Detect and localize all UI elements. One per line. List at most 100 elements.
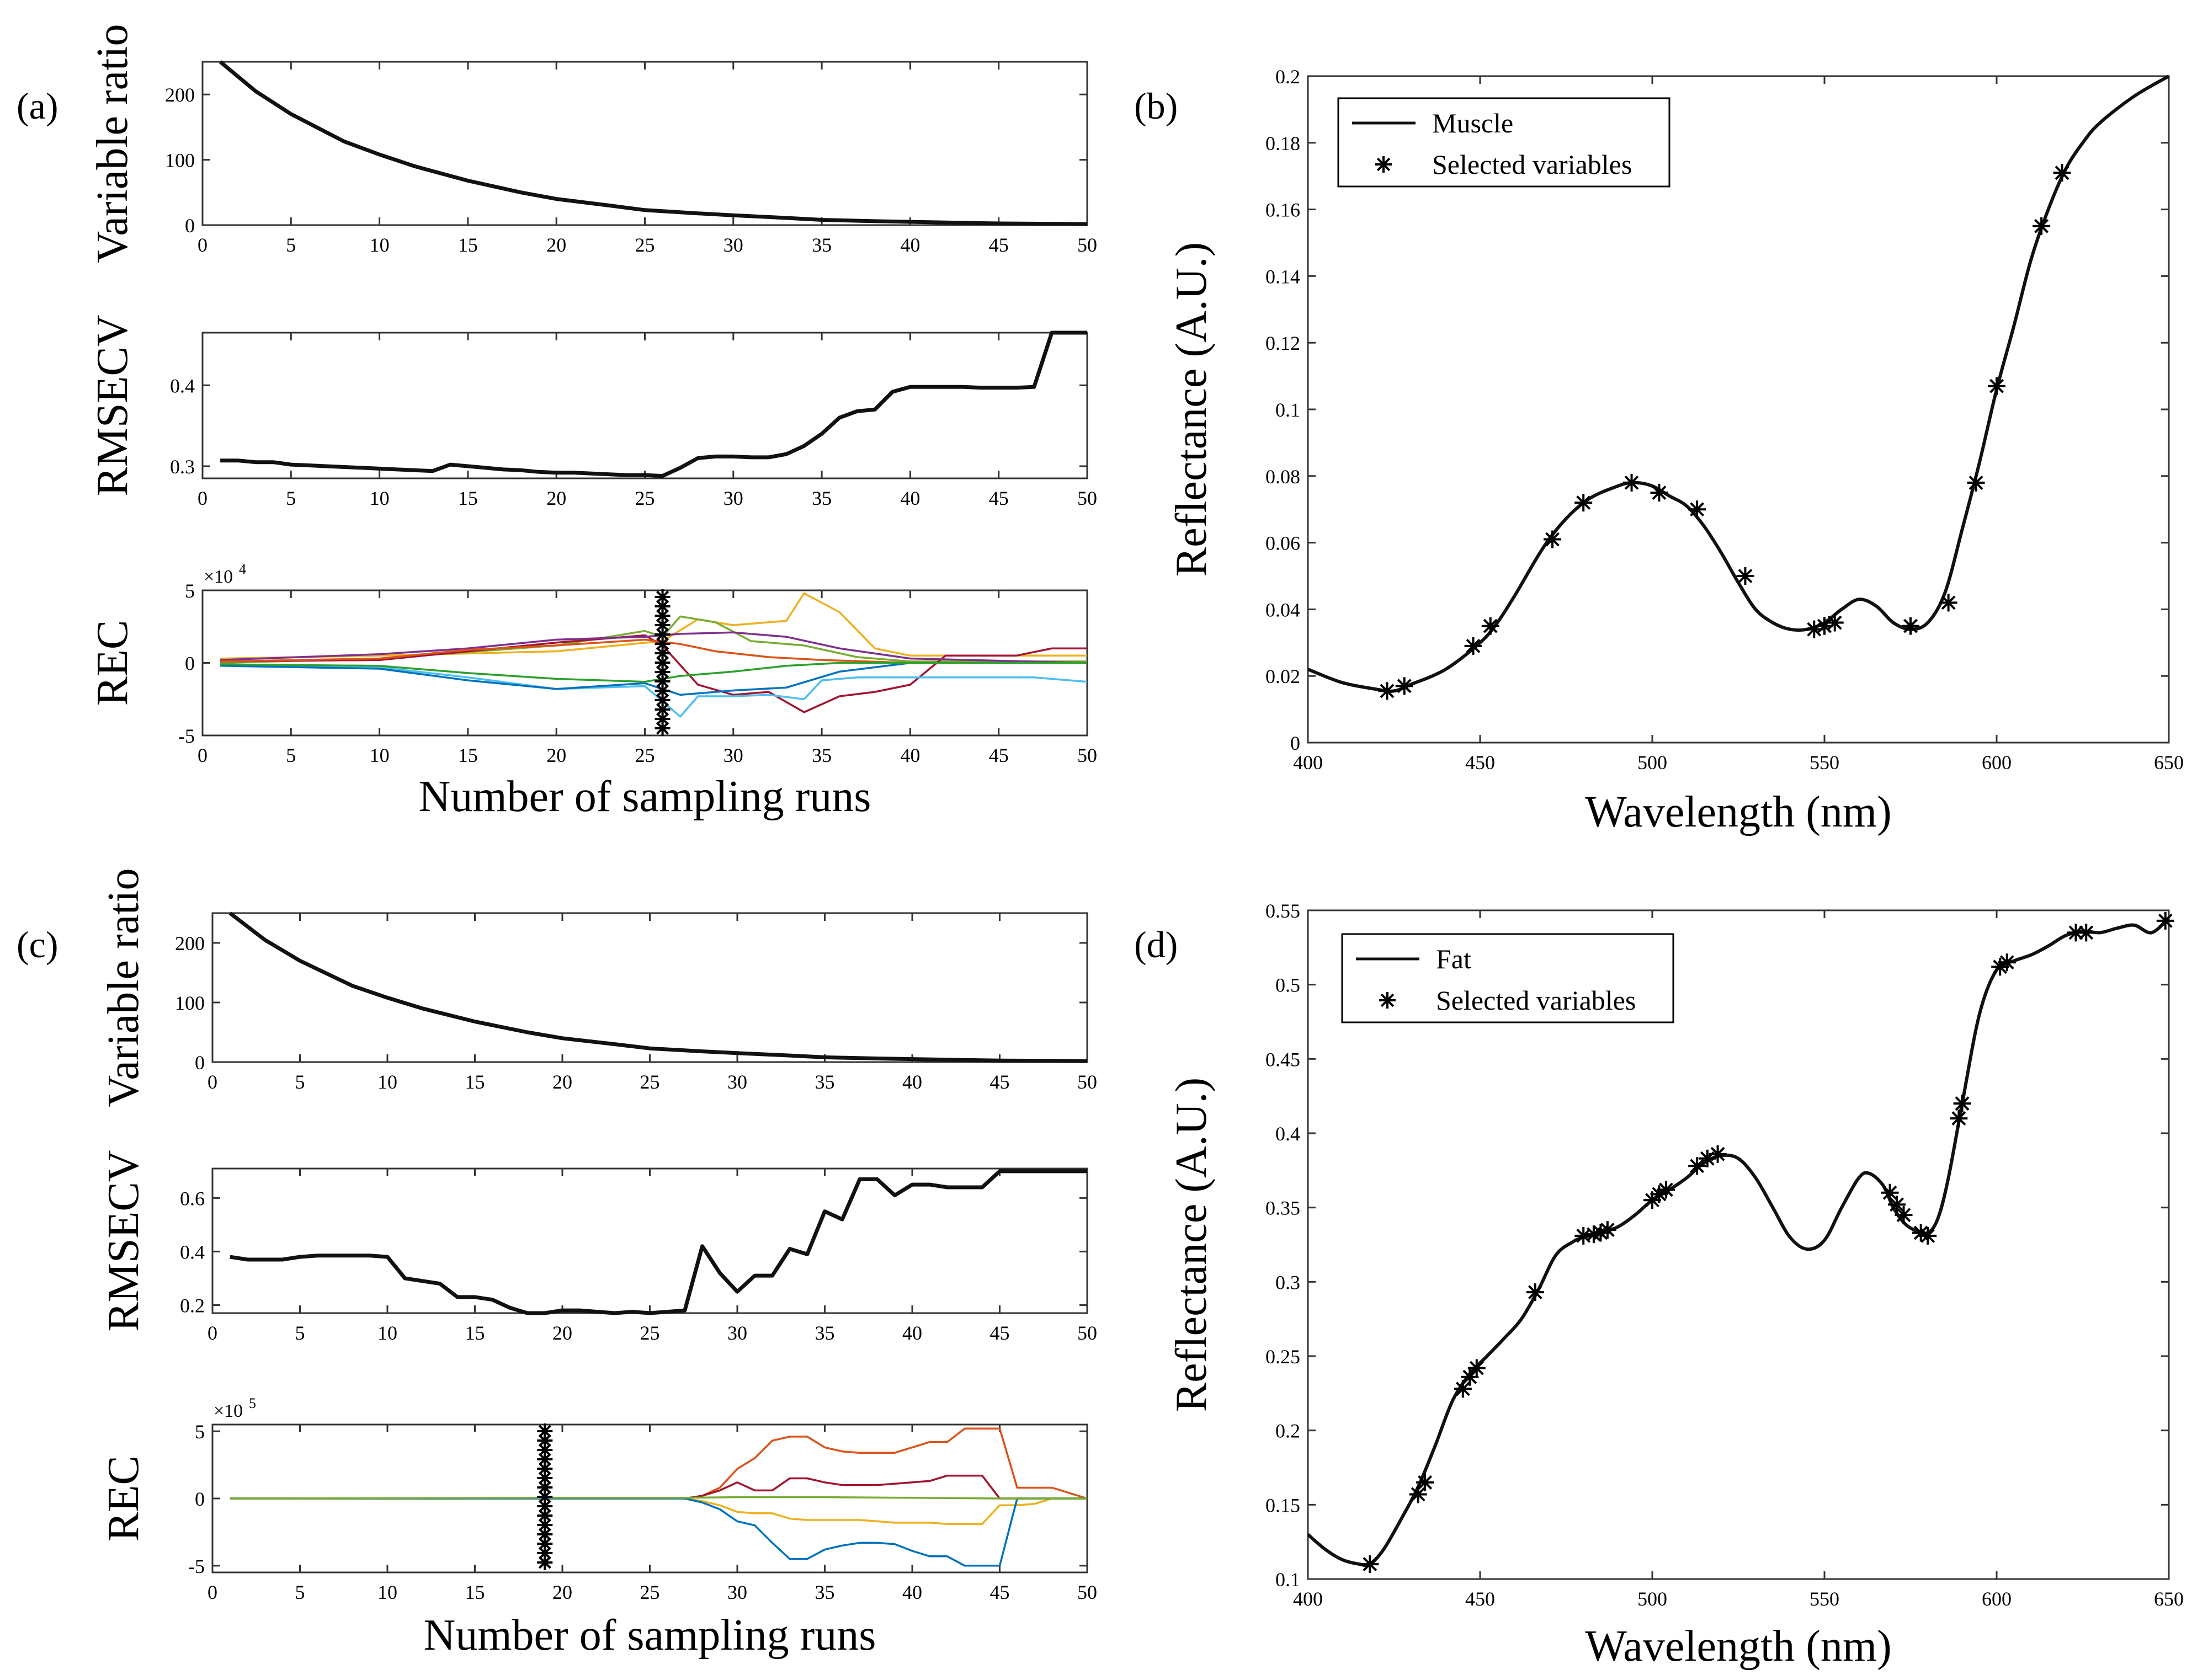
a-sub2-series-rec-7 xyxy=(220,638,1087,664)
a-sub2-xtick-label: 5 xyxy=(286,744,296,766)
a-sub1-xtick-label: 35 xyxy=(812,487,832,509)
b-selected-variable-marker xyxy=(1464,637,1482,655)
b-ytick-label: 0.04 xyxy=(1265,599,1300,621)
c-sub0-ytick-label: 100 xyxy=(175,992,205,1014)
d-ytick-label: 0.15 xyxy=(1265,1494,1300,1516)
panel-label-b: (b) xyxy=(1134,85,1178,127)
c-sub1-xtick-label: 50 xyxy=(1077,1322,1097,1344)
a-sub2-ylabel: REC xyxy=(88,620,137,706)
d-legend-box xyxy=(1341,933,1674,1023)
a-sub1-ytick-label: 0.3 xyxy=(170,456,195,478)
d-selected-variable-marker xyxy=(1361,1555,1379,1574)
a-sub2-xtick-label: 25 xyxy=(635,744,655,766)
d-selected-variable-marker xyxy=(1950,1110,1968,1128)
c-sub0-xtick-label: 5 xyxy=(295,1071,305,1093)
b-legend-box xyxy=(1337,97,1670,188)
a-sub2-series-rec-3 xyxy=(220,634,1087,713)
b-selected-variable-marker xyxy=(2033,217,2051,235)
c-sub2-series-rec-4 xyxy=(230,1497,1087,1567)
c-sub0-series-Variable ratio xyxy=(228,911,1088,1063)
b-selected-variable-marker xyxy=(1544,530,1562,548)
c-sub1-ytick-label: 0.6 xyxy=(180,1187,205,1209)
c-sub2-ylabel: REC xyxy=(99,1455,148,1542)
b-ytick-label: 0.18 xyxy=(1265,132,1300,154)
b-spectrum-line xyxy=(1307,74,2170,693)
a-sub1-xtick-label: 45 xyxy=(989,487,1009,509)
b-selected-variable-marker xyxy=(1395,677,1413,695)
c-sub2-selected-run-marker xyxy=(537,1452,553,1467)
a-sub2-selected-run-marker xyxy=(655,646,671,661)
c-sub1-xtick-label: 15 xyxy=(465,1322,485,1344)
panel-label-d: (d) xyxy=(1134,924,1178,966)
c-sub2-xtick-label: 20 xyxy=(552,1581,572,1603)
d-selected-variable-marker xyxy=(1467,1359,1486,1377)
a-sub2-selected-run-marker xyxy=(655,617,671,633)
d-ytick-label: 0.5 xyxy=(1275,974,1300,996)
c-sub2-exponent-label: ×10 xyxy=(214,1401,243,1421)
c-sub1-xtick-label: 20 xyxy=(552,1322,572,1344)
a-sub2-selected-run-marker xyxy=(655,674,671,689)
a-sub0-xtick-label: 20 xyxy=(546,234,566,256)
d-ytick-label: 0.2 xyxy=(1275,1420,1300,1442)
a-sub1-xtick-label: 50 xyxy=(1077,487,1097,509)
b-legend: Muscle Selected variables xyxy=(1337,97,1670,188)
d-legend-entry-1: Selected variables xyxy=(1436,985,1636,1016)
c-sub2-selected-run-marker xyxy=(537,1555,553,1570)
d-selected-variable-marker xyxy=(1643,1191,1661,1209)
a-sub2-series-rec-5 xyxy=(220,631,1088,664)
a-sub0-xtick-label: 45 xyxy=(989,234,1009,256)
c-sub1-series-RMSECV xyxy=(230,1169,1087,1315)
a-sub2-series-rec-4 xyxy=(220,663,1088,718)
c-sub2-selected-run-marker xyxy=(537,1527,553,1542)
b-xtick-label: 550 xyxy=(1810,751,1839,774)
d-selected-variable-marker xyxy=(2156,911,2174,930)
panel-b: (b) 400 450 500 550 600 650 0 0.02 0.04 0.06 0.08 0.… xyxy=(1134,66,2184,836)
a-sub0-ytick-label: 200 xyxy=(165,84,195,106)
a-sub2-selected-run-marker xyxy=(655,692,671,708)
d-selected-variable-marker xyxy=(1592,1224,1610,1242)
c-sub0-xtick-label: 10 xyxy=(377,1071,397,1093)
a-sub2-selected-run-marker xyxy=(655,655,671,670)
b-legend-asterisk-swatch xyxy=(1375,156,1392,173)
a-sub0-xtick-label: 25 xyxy=(635,234,655,256)
d-selected-variable-marker xyxy=(1574,1226,1593,1245)
a-sub0-ytick-label: 100 xyxy=(165,150,195,172)
a-sub2-selected-run-marker xyxy=(655,589,671,605)
d-selected-variable-marker xyxy=(1650,1185,1668,1203)
a-sub2-selected-run-marker xyxy=(655,711,671,727)
b-selected-variable-marker xyxy=(1378,682,1396,700)
d-selected-variable-marker xyxy=(1416,1473,1434,1491)
d-xtick-label: 400 xyxy=(1293,1588,1323,1610)
a-sub2-xtick-label: 10 xyxy=(370,744,390,766)
c-sub0-xtick-label: 40 xyxy=(902,1071,922,1093)
c-sub1-ylabel: RMSECV xyxy=(99,1150,148,1332)
a-sub2-xtick-label: 0 xyxy=(198,744,208,766)
a-sub2-xtick-label: 15 xyxy=(458,744,478,766)
c-sub2-selected-run-marker xyxy=(537,1433,553,1448)
b-ytick-label: 0.08 xyxy=(1265,466,1300,488)
c-sub2-xtick-label: 35 xyxy=(815,1581,835,1603)
d-ytick-label: 0.25 xyxy=(1265,1346,1300,1368)
c-sub0-xtick-label: 20 xyxy=(552,1071,572,1093)
panel-c-subplot-0: 0 5 10 15 20 25 30 35 40 45 50 0 100 200 Variable rati… xyxy=(99,868,1097,1107)
b-legend-entry-1: Selected variables xyxy=(1432,149,1632,180)
a-sub0-xtick-label: 40 xyxy=(900,234,920,256)
b-selected-variable-marker xyxy=(1902,617,1919,635)
d-selected-variable-marker xyxy=(1919,1226,1937,1245)
b-selected-variable-marker xyxy=(1826,614,1844,632)
b-ylabel: Reflectance (A.U.) xyxy=(1167,242,1216,577)
b-selected-variable-marker xyxy=(1988,377,2005,395)
b-ytick-label: 0.2 xyxy=(1275,66,1300,88)
a-sub0-xtick-label: 10 xyxy=(370,234,390,256)
c-sub0-xtick-label: 15 xyxy=(465,1071,485,1093)
a-sub1-xtick-label: 15 xyxy=(458,487,478,509)
b-selected-variable-marker xyxy=(1574,494,1593,512)
a-sub1-series-RMSECV xyxy=(220,330,1087,478)
c-sub2-series-rec-1 xyxy=(230,1427,1088,1500)
b-xtick-label: 600 xyxy=(1982,751,2012,774)
c-sub1-ytick-label: 0.4 xyxy=(180,1241,205,1263)
d-selected-variable-marker xyxy=(1709,1145,1727,1163)
c-sub2-ytick-label: -5 xyxy=(188,1555,205,1577)
